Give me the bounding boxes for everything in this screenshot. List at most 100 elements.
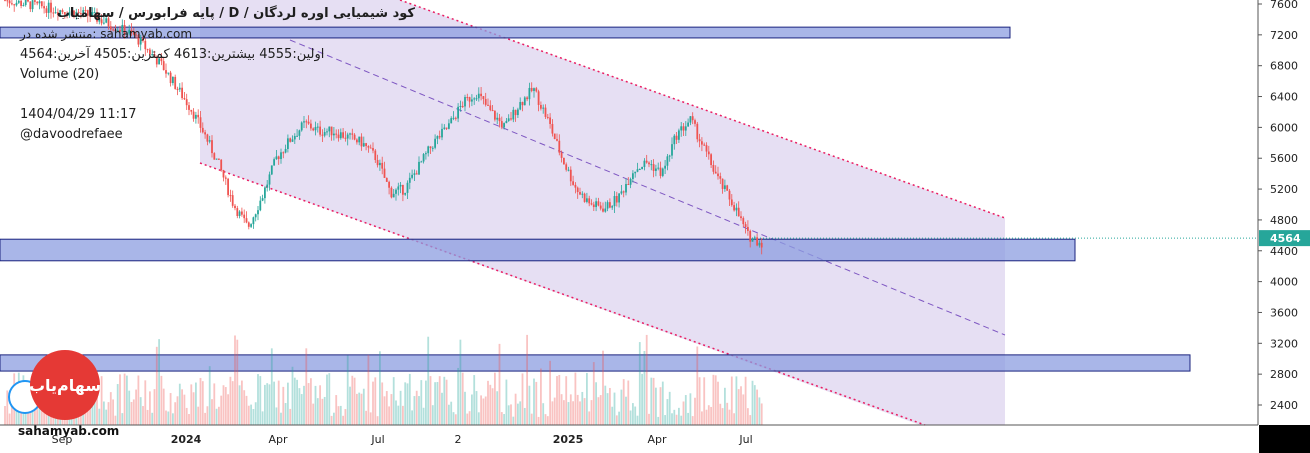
- candle-body: [579, 192, 581, 195]
- candle-body: [270, 165, 273, 175]
- volume-bar: [395, 400, 397, 425]
- candle: [45, 5, 48, 17]
- candle: [459, 100, 462, 112]
- volume-bar: [206, 406, 209, 425]
- candle-body: [204, 132, 206, 135]
- volume-bar: [422, 407, 425, 425]
- candle: [556, 133, 558, 142]
- candle: [197, 109, 200, 124]
- candle: [643, 158, 646, 171]
- volume-bar: [119, 374, 121, 425]
- volume-bar: [197, 406, 200, 425]
- volume-bar: [491, 388, 494, 425]
- volume-bar: [565, 376, 568, 425]
- candle: [146, 48, 149, 53]
- candle: [696, 121, 699, 143]
- volume-bar: [211, 399, 213, 425]
- candle-body: [275, 156, 278, 160]
- candle-body: [326, 131, 328, 133]
- candle-body: [358, 136, 361, 143]
- candle: [314, 121, 317, 136]
- volume-bar: [275, 407, 278, 425]
- candle-body: [744, 224, 747, 227]
- candle: [705, 142, 708, 157]
- candle-body: [661, 168, 664, 176]
- volume-bar: [137, 375, 140, 425]
- volume-bar: [144, 380, 147, 425]
- price-tick-label: 4000: [1270, 276, 1298, 289]
- candle-body: [197, 114, 200, 118]
- channel-mid-line: [289, 39, 1006, 336]
- candle: [707, 145, 710, 160]
- volume-bar: [132, 399, 135, 425]
- candle-body: [680, 126, 683, 131]
- candle-body: [323, 132, 326, 136]
- candle: [82, 7, 85, 18]
- candle: [579, 187, 581, 196]
- volume-bar: [668, 391, 671, 425]
- candle-body: [480, 93, 482, 97]
- volume-bar: [726, 402, 729, 425]
- candle-body: [135, 34, 137, 36]
- candle: [43, 1, 45, 14]
- candle: [574, 182, 577, 194]
- candle-body: [581, 193, 584, 195]
- volume-bar: [427, 336, 430, 425]
- time-tick-label: 2: [455, 433, 462, 446]
- candle: [521, 101, 524, 112]
- candle: [429, 146, 432, 154]
- volume-bar: [383, 396, 386, 425]
- candle: [537, 89, 540, 112]
- time-tick-label: Sep: [52, 433, 73, 446]
- volume-bar: [546, 416, 549, 425]
- volume-bar: [353, 377, 356, 425]
- candle: [224, 175, 227, 185]
- volume-bar: [153, 389, 156, 425]
- volume-bar: [760, 403, 763, 425]
- candle-body: [211, 140, 213, 154]
- candle-body: [316, 126, 319, 128]
- candle-body: [687, 122, 689, 127]
- candle-body: [634, 171, 637, 174]
- candle: [316, 123, 319, 133]
- candle-body: [425, 153, 427, 155]
- candle: [201, 122, 204, 134]
- candle: [116, 27, 119, 33]
- volume-bar: [512, 416, 515, 425]
- candle: [238, 210, 241, 219]
- volume-bar: [303, 385, 305, 425]
- volume-bar: [714, 375, 717, 425]
- candle: [671, 137, 673, 159]
- candle: [312, 127, 315, 132]
- candle-body: [59, 10, 62, 15]
- volume-bar: [452, 412, 455, 425]
- candle: [560, 150, 563, 163]
- candle: [275, 150, 278, 160]
- candle-body: [47, 2, 50, 13]
- candle-body: [153, 54, 156, 58]
- candle: [376, 154, 379, 168]
- candle-body: [418, 161, 420, 175]
- candle: [609, 198, 611, 209]
- candle-body: [549, 117, 551, 124]
- volume-bar: [477, 412, 480, 425]
- candle: [728, 188, 731, 207]
- candle-body: [15, 2, 18, 6]
- candle: [6, 0, 9, 7]
- candle-body: [75, 11, 78, 18]
- candle: [756, 233, 758, 247]
- candle-body: [673, 135, 676, 145]
- volume-bar: [438, 376, 441, 425]
- candle-body: [420, 161, 423, 163]
- candle-body: [365, 143, 367, 147]
- volume-bar: [250, 404, 252, 425]
- volume-bar: [155, 346, 158, 425]
- candle-body: [523, 97, 526, 106]
- volume-bar: [305, 348, 308, 425]
- candle-body: [701, 141, 703, 145]
- price-tick-label: 6400: [1270, 91, 1298, 104]
- candle: [213, 152, 216, 160]
- candle-body: [454, 117, 457, 119]
- volume-bar: [507, 405, 510, 425]
- candle: [512, 106, 515, 123]
